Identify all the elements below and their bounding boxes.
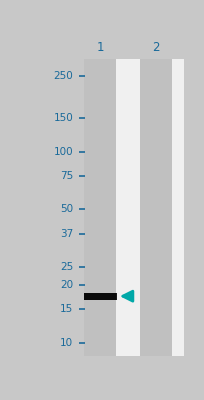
Bar (84, 293, 116, 300)
Text: 10: 10 (60, 338, 73, 348)
Text: 75: 75 (60, 171, 73, 181)
Text: 100: 100 (53, 147, 73, 157)
Bar (83, 293, 116, 300)
Text: 2: 2 (151, 41, 159, 54)
Text: 20: 20 (60, 280, 73, 290)
Bar (84, 293, 115, 300)
Bar (84, 293, 116, 300)
Text: 37: 37 (60, 229, 73, 239)
Bar (84, 293, 115, 300)
Text: 150: 150 (53, 113, 73, 123)
Bar (139, 59, 171, 356)
Text: 1: 1 (96, 41, 104, 54)
Text: 250: 250 (53, 71, 73, 81)
Bar (84, 59, 116, 356)
Text: 50: 50 (60, 204, 73, 214)
Text: 15: 15 (60, 304, 73, 314)
Text: 25: 25 (60, 262, 73, 272)
Bar (84, 59, 184, 356)
